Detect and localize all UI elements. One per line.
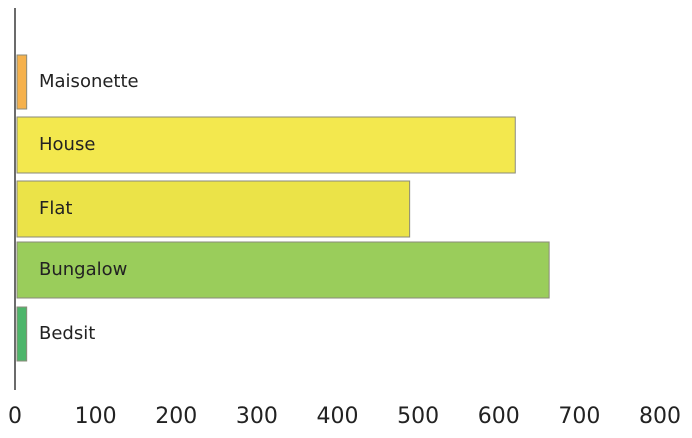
x-tick-label-100: 100 [75, 404, 117, 429]
bar-label-house: House [39, 134, 95, 155]
x-tick-label-400: 400 [317, 404, 359, 429]
x-tick-label-300: 300 [236, 404, 278, 429]
bar-label-flat: Flat [39, 198, 72, 219]
bar-house [16, 116, 516, 174]
bar-label-bungalow: Bungalow [39, 259, 127, 280]
x-tick-label-500: 500 [397, 404, 439, 429]
bar-labels-group: Maisonette House Flat Bungalow Bedsit [39, 71, 139, 344]
bars-group [16, 54, 550, 362]
x-tick-label-800: 800 [639, 404, 681, 429]
x-tick-label-700: 700 [558, 404, 600, 429]
x-tick-labels-group: 0 100 200 300 400 500 600 700 800 [8, 404, 681, 429]
x-tick-label-200: 200 [155, 404, 197, 429]
bar-label-maisonette: Maisonette [39, 71, 139, 92]
x-tick-label-0: 0 [8, 404, 22, 429]
bar-bedsit [16, 306, 28, 362]
bar-bungalow [16, 241, 550, 299]
bar-label-bedsit: Bedsit [39, 323, 95, 344]
bar-maisonette [16, 54, 28, 110]
x-tick-label-600: 600 [478, 404, 520, 429]
bar-flat [16, 180, 411, 238]
